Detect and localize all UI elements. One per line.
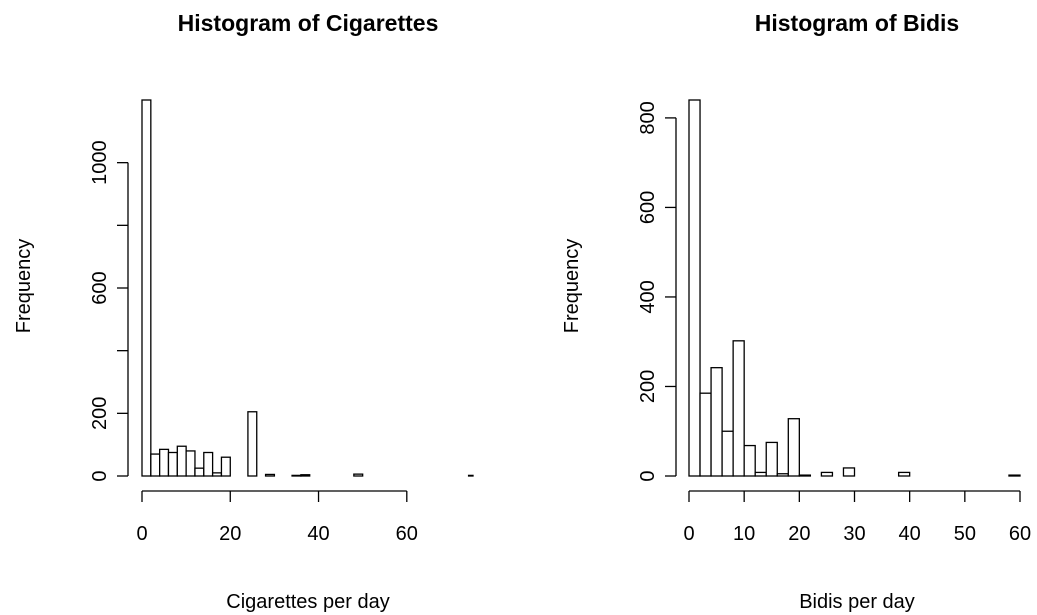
histogram-bar: [732, 340, 745, 477]
histogram-bar: [699, 392, 712, 477]
histogram-bar: [220, 456, 231, 477]
x-tick-label: 40: [307, 523, 329, 545]
x-axis-label: Bidis per day: [799, 591, 915, 613]
y-axis-label: Frequency: [561, 239, 583, 334]
cigarettes-histogram-panel: Histogram of Cigarettes Cigarettes per d…: [13, 10, 474, 613]
histogram-bar: [754, 471, 767, 477]
histogram-bar: [247, 411, 258, 477]
y-tick-label: 0: [637, 470, 659, 481]
histogram-bar: [710, 367, 723, 477]
bars: [688, 99, 1021, 477]
histogram-bar: [203, 451, 214, 477]
x-tick-label: 0: [136, 523, 147, 545]
histogram-bar: [353, 473, 364, 477]
histogram-bar: [1008, 474, 1021, 477]
chart-title: Histogram of Cigarettes: [178, 10, 439, 36]
x-axis: 0 10 20 30 40 50 60: [683, 490, 1031, 545]
y-tick-label: 600: [637, 191, 659, 224]
x-tick-label: 40: [899, 523, 921, 545]
y-tick-label: 200: [637, 370, 659, 403]
histogram-bar: [721, 430, 734, 477]
y-axis-label: Frequency: [13, 239, 35, 334]
y-tick-label: 600: [89, 271, 111, 304]
x-axis-label: Cigarettes per day: [226, 591, 389, 613]
x-tick-label: 0: [683, 523, 694, 545]
histogram-bar: [688, 99, 701, 477]
x-tick-label: 30: [843, 523, 865, 545]
histogram-bar: [211, 472, 223, 477]
x-tick-label: 20: [788, 523, 810, 545]
x-tick-label: 20: [219, 523, 241, 545]
histogram-bar: [176, 445, 187, 477]
histogram-bar: [167, 451, 178, 477]
histogram-bar: [798, 474, 812, 477]
histogram-bar: [141, 99, 152, 477]
histogram-bar: [467, 474, 474, 477]
x-tick-label: 50: [954, 523, 976, 545]
histogram-bar: [264, 473, 276, 477]
y-axis: 0 200 400 600 800: [637, 101, 677, 482]
x-tick-label: 60: [1009, 523, 1031, 545]
histogram-bar: [150, 453, 161, 477]
x-tick-label: 10: [733, 523, 755, 545]
histogram-bar: [300, 474, 311, 477]
histogram-bar: [765, 441, 778, 477]
y-tick-label: 200: [89, 397, 111, 430]
histogram-bar: [291, 474, 302, 477]
histogram-bar: [787, 418, 800, 477]
chart-title: Histogram of Bidis: [755, 10, 959, 36]
histogram-bar: [897, 471, 911, 477]
x-tick-label: 60: [396, 523, 418, 545]
histogram-bar: [842, 467, 856, 477]
y-tick-label: 800: [637, 101, 659, 134]
histogram-bar: [743, 444, 756, 477]
histogram-bar: [185, 450, 196, 477]
histogram-bar: [820, 471, 834, 477]
histogram-bar: [194, 467, 205, 477]
y-axis: 0 200 600 1000: [89, 140, 129, 482]
y-tick-label: 1000: [89, 140, 111, 185]
histogram-bar: [776, 473, 789, 477]
histogram-bar: [159, 448, 170, 477]
bidis-histogram-panel: Histogram of Bidis Bidis per day Frequen…: [561, 10, 1031, 613]
x-axis: 0 20 40 60: [136, 490, 418, 545]
y-tick-label: 0: [89, 470, 111, 481]
y-tick-label: 400: [637, 280, 659, 313]
bars: [141, 99, 474, 477]
